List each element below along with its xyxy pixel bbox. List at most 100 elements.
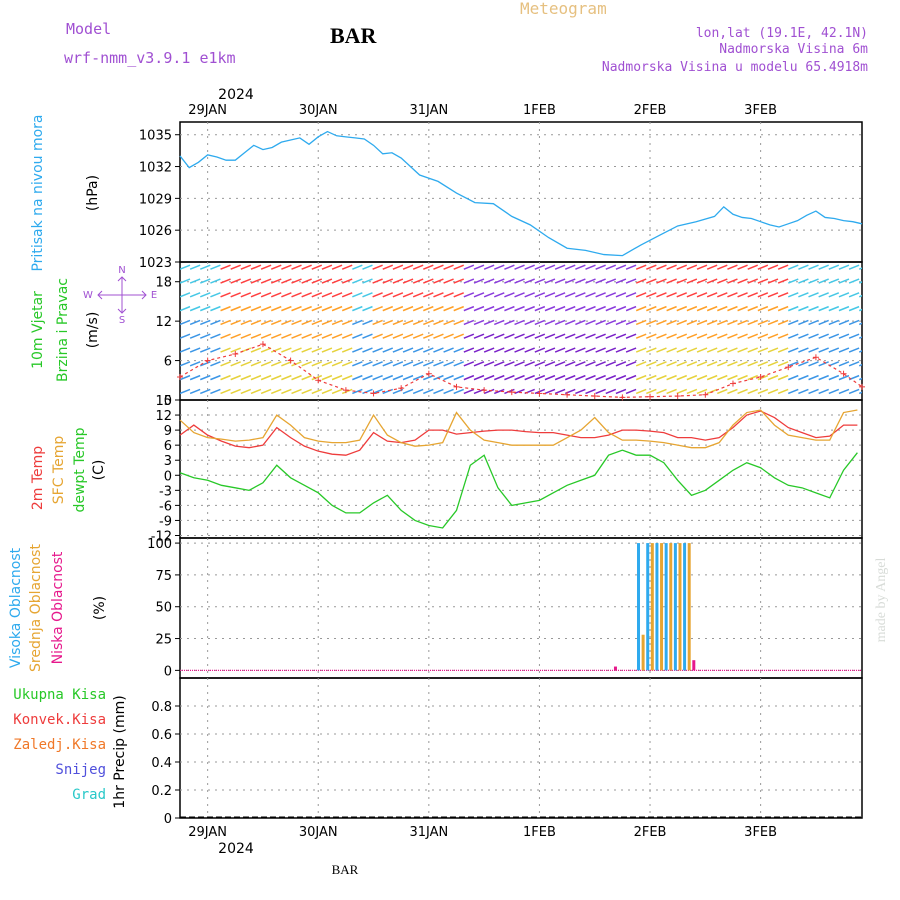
- wind-barb: [180, 347, 191, 353]
- wind-barb: [281, 388, 292, 395]
- wind-barb: [180, 264, 191, 270]
- cloud-bar: [664, 543, 668, 671]
- wind-barb: [301, 319, 312, 326]
- temp-side-label-dewpt: dewpt Temp: [72, 427, 88, 512]
- wind-barb: [301, 292, 312, 298]
- wind-barb: [605, 361, 617, 367]
- wind-barb: [798, 305, 809, 312]
- wind-barb: [362, 347, 373, 353]
- y-tick-label: 1029: [139, 192, 172, 207]
- wind-barb: [260, 361, 272, 367]
- cloud-bar: [678, 543, 682, 671]
- wind-barb: [362, 264, 373, 270]
- wind-barb: [220, 292, 231, 298]
- watermark-text: made by Angel: [874, 558, 889, 643]
- wind-barb: [727, 388, 738, 395]
- wind-barb: [717, 388, 728, 395]
- wind-barb: [210, 388, 221, 395]
- wind-barb: [483, 278, 495, 284]
- wind-barb: [595, 278, 606, 284]
- wind-barb: [757, 347, 769, 353]
- wind-barb: [260, 264, 272, 270]
- sfc-temp-series-line: [179, 409, 858, 449]
- x-tick-label-bottom: 1FEB: [523, 825, 556, 840]
- wind-barb: [473, 264, 485, 270]
- wind-barb: [524, 319, 535, 326]
- wind-barb: [524, 305, 535, 312]
- y-tick-label: 25: [155, 633, 172, 648]
- wind-barb: [423, 374, 434, 381]
- wind-barb: [585, 333, 596, 339]
- wind-barb: [808, 333, 819, 339]
- wind-barb: [230, 347, 241, 353]
- wind-barb: [818, 388, 829, 395]
- bottom-year-label: 2024: [218, 841, 254, 857]
- wind-barb: [473, 278, 485, 284]
- wind-barb: [554, 388, 566, 395]
- wind-barb: [362, 374, 373, 381]
- wind-barb: [250, 361, 262, 367]
- wind-barb: [686, 305, 698, 312]
- wind-barb: [767, 333, 779, 339]
- wind-barb: [757, 319, 769, 326]
- wind-barb: [706, 347, 718, 353]
- wind-barb: [656, 361, 667, 367]
- wind-barb: [493, 361, 505, 367]
- wind-barb: [838, 292, 850, 298]
- wind-barb: [585, 264, 596, 270]
- wind-barb: [544, 361, 556, 367]
- wind-barb: [828, 278, 840, 284]
- wind-barb: [483, 347, 495, 353]
- wind-barb: [331, 278, 343, 284]
- wind-barb: [311, 305, 323, 312]
- wind-barb: [737, 264, 748, 270]
- wind-barb: [433, 319, 444, 326]
- wind-barb: [564, 333, 576, 339]
- dewpoint-series-line: [179, 449, 858, 529]
- wind-barb: [615, 347, 627, 353]
- wind-barb: [615, 292, 627, 298]
- wind-barb: [331, 292, 343, 298]
- wind-barb: [443, 347, 454, 353]
- wind-barb: [757, 374, 769, 381]
- y-tick-label: 1032: [139, 161, 172, 176]
- wind-barb: [818, 374, 829, 381]
- wind-barb: [514, 305, 525, 312]
- wind-barb: [808, 278, 819, 284]
- wind-barb: [696, 292, 708, 298]
- wind-barb: [473, 333, 485, 339]
- wind-barb: [362, 319, 373, 326]
- wind-barb: [372, 264, 383, 270]
- y-tick-label: 1023: [139, 256, 172, 271]
- wind-barb: [423, 361, 434, 367]
- wind-barb: [240, 361, 252, 367]
- wind-barb: [493, 347, 505, 353]
- wind-barb: [341, 347, 353, 353]
- wind-barb: [858, 363, 862, 367]
- wind-barb: [554, 264, 566, 270]
- wind-barb: [848, 361, 860, 367]
- wind-barb: [848, 278, 860, 284]
- wind-barb: [727, 292, 738, 298]
- wind-barb: [635, 374, 647, 381]
- wind-barb: [625, 347, 637, 353]
- wind-barb: [372, 319, 383, 326]
- wind-barb: [483, 333, 495, 339]
- cloud-bar: [692, 660, 696, 671]
- wind-barb: [199, 361, 211, 367]
- y-tick-label: 1026: [139, 224, 172, 239]
- wind-barb: [473, 347, 485, 353]
- wind-barb: [615, 333, 627, 339]
- wind-barb: [189, 374, 201, 381]
- wind-barb: [230, 374, 241, 381]
- x-tick-label-bottom: 2FEB: [634, 825, 667, 840]
- wind-barb: [230, 319, 241, 326]
- lonlat-text: lon,lat (19.1E, 42.1N): [696, 26, 868, 41]
- wind-barb: [656, 333, 667, 339]
- x-tick-label-top: 2FEB: [634, 103, 667, 118]
- wind-barb: [341, 292, 353, 298]
- wind-barb: [180, 278, 191, 284]
- wind-barb: [625, 278, 637, 284]
- wind-barb: [798, 333, 809, 339]
- wind-barb: [453, 388, 465, 395]
